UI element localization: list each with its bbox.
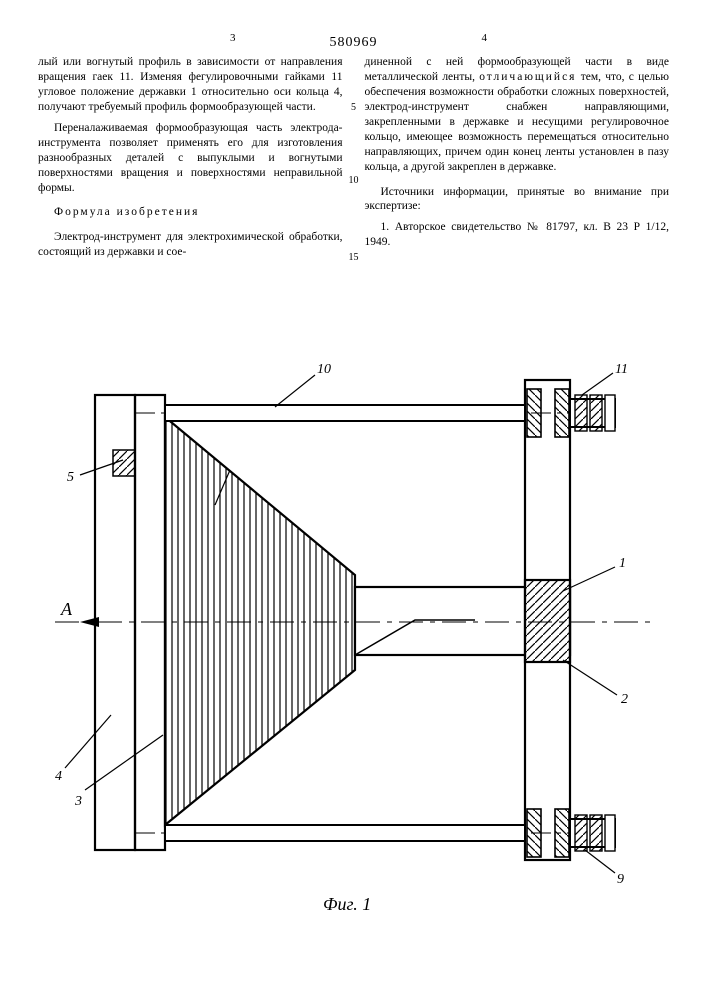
left-p2: Переналаживаемая формообразующая часть э…: [38, 121, 343, 196]
callout-3: 3: [74, 794, 82, 809]
right-p1: диненной с ней формообразующей части в в…: [365, 55, 670, 175]
left-p1: лый или вогнутый профиль в зависимости о…: [38, 55, 343, 115]
figure-1: А 10 11 5 1 2 4 3 9 Фиг. 1: [55, 355, 650, 935]
callout-9: 9: [617, 872, 624, 887]
callout-10: 10: [317, 362, 331, 377]
page-number-left: 3: [230, 32, 236, 44]
figure-label: Фиг. 1: [323, 894, 371, 914]
text-columns: лый или вогнутый профиль в зависимости о…: [38, 55, 669, 266]
patent-number: 580969: [330, 35, 378, 51]
right-p1-spaced: отличаю­щийся: [479, 71, 576, 83]
formula-heading: Формула изобретения: [38, 205, 343, 220]
right-p2: Источники информации, принятые во вни­ма…: [365, 185, 670, 215]
right-column: диненной с ней формообразующей части в в…: [365, 55, 670, 266]
right-p1b: тем, что, с целью обеспечения возможност…: [365, 71, 670, 173]
left-column: лый или вогнутый профиль в зависимости о…: [38, 55, 343, 266]
callout-11: 11: [615, 362, 628, 377]
label-A: А: [60, 599, 73, 619]
callout-4: 4: [55, 769, 62, 784]
page-number-right: 4: [482, 32, 488, 44]
callout-5: 5: [67, 470, 74, 485]
callout-1: 1: [619, 556, 626, 571]
left-p3: Электрод-инструмент для электрохимичес­к…: [38, 230, 343, 260]
callout-2: 2: [621, 692, 628, 707]
right-p3: 1. Авторское свидетельство № 81797, кл. …: [365, 220, 670, 250]
